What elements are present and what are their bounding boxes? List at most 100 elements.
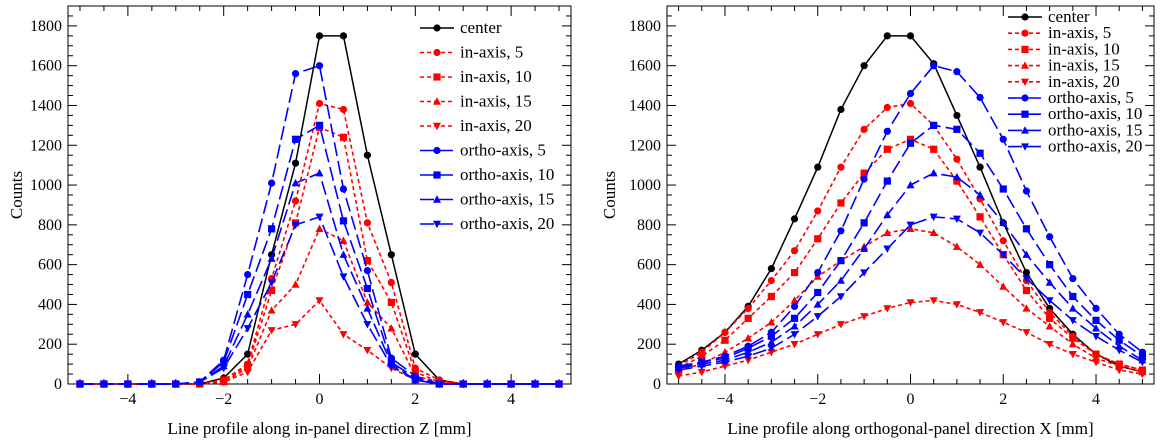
data-point [339, 217, 348, 225]
data-point [906, 32, 915, 40]
data-point [744, 304, 752, 312]
legend-marker [433, 73, 441, 81]
data-point [721, 336, 729, 344]
data-point [1138, 370, 1147, 379]
data-point [459, 380, 468, 389]
x-tick-label: 4 [507, 391, 515, 408]
data-point [339, 273, 348, 281]
data-point [267, 286, 276, 295]
data-point [976, 149, 984, 157]
data-point [790, 268, 799, 277]
data-point [99, 380, 108, 389]
data-point [883, 103, 891, 112]
data-point [411, 350, 419, 358]
data-point [860, 125, 868, 133]
legend-label: in-axis, 10 [460, 67, 532, 86]
data-point [1068, 317, 1077, 325]
data-point [860, 175, 868, 183]
data-point [291, 135, 300, 143]
legend-marker [1021, 13, 1029, 21]
data-point [767, 344, 776, 353]
data-point [976, 190, 985, 199]
data-point [906, 135, 915, 143]
data-point [999, 218, 1008, 227]
data-point [767, 265, 775, 273]
data-point [1068, 340, 1077, 348]
legend-label: ortho-axis, 15 [460, 190, 554, 209]
legend-marker [1021, 29, 1029, 37]
data-point [315, 121, 324, 129]
data-point [244, 290, 252, 299]
data-point [814, 235, 822, 243]
series-line [678, 216, 1143, 371]
data-point [267, 327, 276, 335]
data-point [837, 163, 845, 171]
series-in-axis-10 [76, 123, 563, 388]
y-tick-label: 800 [637, 217, 661, 234]
data-point [837, 257, 845, 265]
data-point [976, 229, 985, 237]
data-point [790, 314, 799, 322]
y-tick-label: 1600 [30, 58, 62, 75]
data-point [363, 298, 372, 306]
data-point [837, 227, 845, 235]
data-point [1045, 297, 1054, 305]
data-point [267, 306, 276, 314]
data-point [999, 185, 1007, 193]
data-point [1092, 316, 1100, 324]
data-point [744, 334, 753, 342]
data-point [555, 380, 564, 389]
y-tick-label: 600 [637, 257, 661, 274]
series-ortho-axis-20 [674, 213, 1147, 375]
data-point [1045, 278, 1054, 286]
x-tick-label: −2 [809, 391, 826, 408]
y-tick-label: 1200 [30, 137, 62, 154]
legend-marker [1021, 126, 1029, 134]
legend-label: ortho-axis, 10 [1048, 104, 1142, 123]
legend-label: ortho-axis, 15 [1048, 120, 1142, 139]
data-point [363, 304, 372, 312]
data-point [929, 297, 938, 305]
data-point [339, 32, 348, 40]
data-point [1022, 275, 1031, 283]
data-point [147, 380, 156, 389]
data-point [339, 133, 348, 141]
data-point [698, 352, 706, 360]
data-point [507, 380, 516, 389]
data-point [930, 145, 938, 153]
y-tick-label: 400 [38, 296, 62, 313]
data-point [790, 247, 799, 255]
data-point [1069, 292, 1077, 301]
y-tick-label: 1600 [629, 58, 661, 75]
legend-label: center [1048, 7, 1090, 26]
y-tick-label: 800 [38, 217, 62, 234]
data-point [244, 270, 252, 279]
data-point [674, 366, 683, 375]
data-point [952, 242, 961, 250]
x-axis-title: Line profile along orthogonal-panel dire… [727, 419, 1093, 438]
data-point [363, 151, 372, 159]
data-point [363, 267, 372, 275]
data-point [291, 221, 300, 230]
data-point [883, 305, 892, 313]
data-point [435, 380, 444, 389]
data-point [860, 219, 868, 227]
legend-label: in-axis, 5 [1048, 23, 1111, 42]
data-point [883, 245, 892, 253]
data-point [1022, 329, 1031, 337]
y-tick-label: 1800 [629, 18, 661, 35]
y-axis-title: Counts [600, 171, 619, 219]
series-ortho-axis-5 [674, 62, 1147, 370]
data-point [387, 324, 396, 332]
data-point [387, 298, 395, 307]
legend-marker [433, 195, 441, 203]
data-point [999, 237, 1007, 245]
data-point [999, 282, 1008, 290]
data-point [860, 269, 869, 277]
legend-label: ortho-axis, 20 [1048, 137, 1142, 156]
data-point [999, 135, 1007, 143]
series-line [79, 227, 560, 385]
data-point [906, 99, 915, 108]
